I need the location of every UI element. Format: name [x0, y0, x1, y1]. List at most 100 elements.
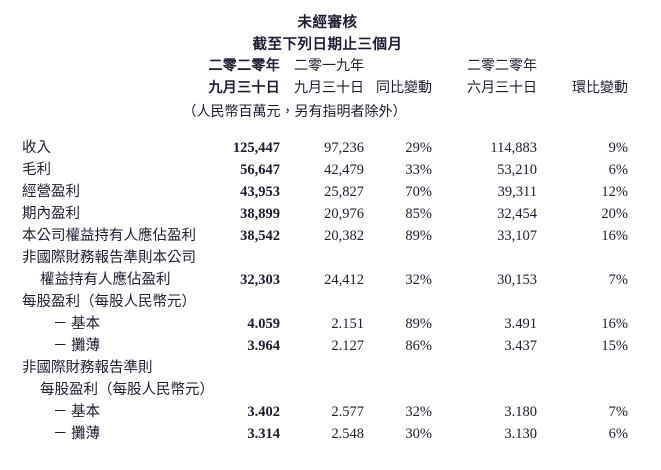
table-row: － 攤薄 3.964 2.127 86% 3.437 15%: [0, 335, 661, 357]
cell-c5: 16%: [601, 316, 628, 332]
row-label: － 攤薄: [53, 338, 101, 354]
row-label: － 基本: [53, 404, 101, 420]
cell-c5: 16%: [601, 228, 628, 244]
cell-c3: [372, 247, 440, 269]
cell-c5: 6%: [608, 426, 628, 442]
cell-c4: [440, 247, 545, 269]
cell-c1: 4.059: [247, 316, 280, 332]
cell-c1: 32,303: [240, 272, 280, 288]
title-unaudited: 未經審核: [297, 15, 358, 31]
row-label: 每股盈利（每股人民幣元）: [22, 294, 196, 310]
row-label: 非國際財務報告準則本公司: [22, 250, 196, 266]
cell-c1: 3.964: [247, 338, 280, 354]
col5-year-label: [545, 56, 636, 78]
cell-c3: [372, 357, 440, 379]
cell-c4: 33,107: [497, 228, 537, 244]
row-label: － 基本: [53, 316, 101, 332]
col3-date-label: 同比變動: [376, 81, 432, 96]
cell-c4: 3.130: [504, 426, 537, 442]
row-label: 收入: [22, 140, 51, 156]
table-row: 期內盈利 38,899 20,976 85% 32,454 20%: [0, 203, 661, 225]
currency-unit-note: （人民幣百萬元，另有指明者除外）: [182, 105, 407, 120]
table-row: 收入 125,447 97,236 29% 114,883 9%: [0, 137, 661, 159]
cell-c1: 3.402: [247, 404, 280, 420]
cell-c2: 24,412: [324, 272, 364, 288]
cell-c5: 20%: [601, 206, 628, 222]
cell-c4: 3.491: [504, 316, 537, 332]
cell-c1: 38,542: [240, 228, 280, 244]
cell-c2: 42,479: [324, 162, 364, 178]
cell-c1: 38,899: [240, 206, 280, 222]
cell-c1: 56,647: [240, 162, 280, 178]
row-label: 毛利: [22, 162, 51, 178]
col4-date-label: 六月三十日: [467, 81, 537, 96]
row-label-spacer: [0, 78, 206, 100]
table-row: 毛利 56,647 42,479 33% 53,210 6%: [0, 159, 661, 181]
cell-c5: 7%: [608, 272, 628, 288]
col2-year-label: 二零一九年: [294, 59, 364, 74]
row-label: 權益持有人應佔盈利: [40, 272, 171, 288]
cell-c4: 3.180: [504, 404, 537, 420]
table-row: 本公司權益持有人應佔盈利 38,542 20,382 89% 33,107 16%: [0, 225, 661, 247]
cell-c2: 20,382: [324, 228, 364, 244]
row-label: 期內盈利: [22, 206, 80, 222]
row-label: 非國際財務報告準則: [22, 360, 153, 376]
cell-c3: 85%: [405, 206, 432, 222]
column-header-year-row: 二零二零年 二零一九年 二零二零年: [0, 56, 661, 78]
cell-c2: [288, 247, 372, 269]
table-row: 每股盈利（每股人民幣元）: [0, 291, 661, 313]
row-label-spacer: [0, 56, 206, 78]
cell-c2: [288, 379, 372, 401]
cell-c3: 29%: [405, 140, 432, 156]
cell-c3: 89%: [405, 228, 432, 244]
cell-c5: 7%: [608, 404, 628, 420]
cell-c5: 6%: [608, 162, 628, 178]
cell-c4: [440, 357, 545, 379]
cell-c2: 97,236: [324, 140, 364, 156]
cell-c2: 20,976: [324, 206, 364, 222]
cell-c2: [288, 291, 372, 313]
cell-c5: [545, 357, 636, 379]
col3-year-label: [372, 56, 440, 78]
table-row: 每股盈利（每股人民幣元）: [0, 379, 661, 401]
cell-c2: 2.127: [331, 338, 364, 354]
cell-c4: [440, 291, 545, 313]
table-row: 非國際財務報告準則: [0, 357, 661, 379]
col5-date-label: 環比變動: [572, 81, 628, 96]
cell-c2: 25,827: [324, 184, 364, 200]
table-header-block: 未經審核 截至下列日期止三個月 二零二零年 二零一九年 二零二零年 九月三十日 …: [0, 0, 661, 124]
cell-c2: 2.577: [331, 404, 364, 420]
row-label: － 攤薄: [53, 426, 101, 442]
cell-c3: 89%: [405, 316, 432, 332]
cell-c2: 2.548: [331, 426, 364, 442]
col1-date-label: 九月三十日: [208, 81, 280, 96]
column-header-date-row: 九月三十日 九月三十日 同比變動 六月三十日 環比變動: [0, 78, 661, 100]
table-row: 經營盈利 43,953 25,827 70% 39,311 12%: [0, 181, 661, 203]
cell-c1: 43,953: [240, 184, 280, 200]
cell-c5: [545, 379, 636, 401]
title-period: 截至下列日期止三個月: [252, 37, 403, 53]
cell-c1: 125,447: [232, 140, 280, 156]
cell-c1: [206, 247, 288, 269]
table-row: 權益持有人應佔盈利 32,303 24,412 32% 30,153 7%: [0, 269, 661, 291]
table-row: － 基本 3.402 2.577 32% 3.180 7%: [0, 401, 661, 423]
cell-c3: 33%: [405, 162, 432, 178]
table-row: － 基本 4.059 2.151 89% 3.491 16%: [0, 313, 661, 335]
col4-year-label: 二零二零年: [467, 59, 537, 74]
row-label: 本公司權益持有人應佔盈利: [22, 228, 196, 244]
cell-c2: 2.151: [331, 316, 364, 332]
cell-c5: [545, 291, 636, 313]
cell-c4: 39,311: [497, 184, 537, 200]
table-row: 非國際財務報告準則本公司: [0, 247, 661, 269]
cell-c4: [440, 379, 545, 401]
cell-c4: 3.437: [504, 338, 537, 354]
table-body: 收入 125,447 97,236 29% 114,883 9% 毛利 56,647 42,47…: [0, 137, 661, 445]
cell-c1: [206, 291, 288, 313]
cell-c3: 70%: [405, 184, 432, 200]
cell-c3: 30%: [405, 426, 432, 442]
cell-c5: 9%: [608, 140, 628, 156]
cell-c4: 114,883: [490, 140, 537, 156]
cell-c4: 32,454: [497, 206, 537, 222]
cell-c3: 32%: [405, 272, 432, 288]
